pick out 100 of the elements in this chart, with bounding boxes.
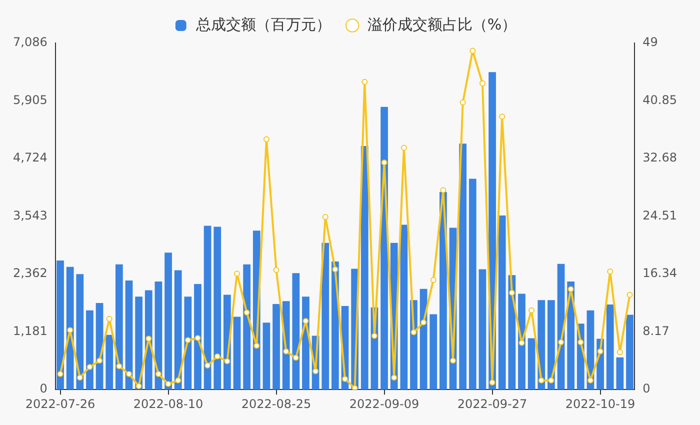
y2-tick-label: 40.85 xyxy=(642,92,678,107)
point xyxy=(391,374,398,381)
point xyxy=(204,362,211,369)
bar xyxy=(548,300,555,390)
point xyxy=(508,290,515,296)
x-tick-label: 2022-08-10 xyxy=(133,396,204,411)
bar xyxy=(498,215,506,390)
point xyxy=(578,339,584,346)
y-tick-label: 0 xyxy=(40,382,48,396)
bar xyxy=(400,224,408,390)
bar xyxy=(204,226,212,390)
point xyxy=(460,99,466,106)
point xyxy=(352,385,358,390)
point xyxy=(362,78,368,85)
bar xyxy=(184,296,192,390)
bar xyxy=(430,314,438,390)
point xyxy=(116,363,122,370)
x-tick-label: 2022-09-27 xyxy=(457,396,528,411)
y-tick-label: 2,362 xyxy=(12,266,48,280)
bar xyxy=(243,264,250,390)
point xyxy=(400,144,407,151)
point xyxy=(184,337,191,344)
y2-tick-label: 0 xyxy=(642,382,650,396)
bar xyxy=(96,303,104,390)
point xyxy=(332,266,338,272)
point xyxy=(96,358,103,364)
bar xyxy=(214,226,222,390)
point xyxy=(499,114,506,120)
bar xyxy=(86,310,94,390)
point xyxy=(548,377,554,384)
bar xyxy=(478,269,486,390)
x-tick-label: 2022-07-26 xyxy=(25,396,96,411)
bar xyxy=(420,288,428,390)
bar xyxy=(164,252,172,390)
y-tick-label: 5,905 xyxy=(12,92,48,107)
bar xyxy=(468,178,476,390)
bar xyxy=(626,314,634,390)
point xyxy=(224,358,230,364)
y-tick-label: 3,543 xyxy=(12,208,48,222)
point xyxy=(430,276,436,283)
y2-tick-label: 8.17 xyxy=(642,324,670,338)
point xyxy=(57,371,64,378)
point xyxy=(302,318,309,324)
y2-tick-label: 49 xyxy=(642,35,658,50)
point xyxy=(371,332,378,339)
y2-tick-label: 32.68 xyxy=(642,150,678,165)
bar xyxy=(606,304,614,390)
bar xyxy=(360,146,368,390)
point xyxy=(136,383,142,390)
bar xyxy=(292,273,300,390)
bar xyxy=(115,264,123,390)
point xyxy=(440,187,446,194)
point xyxy=(489,380,496,386)
point xyxy=(470,48,476,54)
point xyxy=(273,267,280,274)
point xyxy=(126,371,132,378)
bar xyxy=(233,316,241,390)
point xyxy=(292,354,299,361)
legend-label: 总成交额（百万元） xyxy=(194,15,331,34)
point xyxy=(146,336,152,342)
bar xyxy=(125,280,133,390)
point xyxy=(283,348,290,354)
bar xyxy=(528,338,536,390)
bar xyxy=(272,304,280,390)
point xyxy=(254,342,260,349)
point xyxy=(420,319,427,326)
point xyxy=(558,339,564,346)
point xyxy=(86,364,93,370)
point xyxy=(568,286,574,292)
point xyxy=(194,334,201,341)
point xyxy=(312,368,319,374)
bar xyxy=(66,266,74,390)
point xyxy=(381,160,388,166)
bar xyxy=(174,270,182,390)
legend-label: 溢价成交额占比（%） xyxy=(367,15,517,34)
point xyxy=(597,348,604,354)
point xyxy=(587,377,594,384)
point xyxy=(450,358,456,364)
x-tick-label: 2022-10-19 xyxy=(565,396,636,411)
point xyxy=(518,340,525,346)
bar xyxy=(262,322,270,390)
bar xyxy=(616,357,624,390)
point xyxy=(76,374,83,381)
bar xyxy=(154,282,162,390)
bar xyxy=(557,264,565,390)
bar xyxy=(76,274,84,390)
point xyxy=(155,371,162,378)
point xyxy=(607,268,614,274)
point xyxy=(244,310,250,316)
x-tick-label: 2022-09-09 xyxy=(349,396,420,411)
point xyxy=(342,376,348,382)
point xyxy=(214,353,220,360)
point xyxy=(106,316,112,322)
y2-tick-label: 24.51 xyxy=(642,208,678,222)
point xyxy=(616,349,623,356)
x-tick-label: 2022-08-25 xyxy=(241,396,312,411)
bar xyxy=(459,144,467,390)
point xyxy=(479,80,486,86)
y2-tick-label: 16.34 xyxy=(642,266,678,280)
point xyxy=(234,270,240,277)
